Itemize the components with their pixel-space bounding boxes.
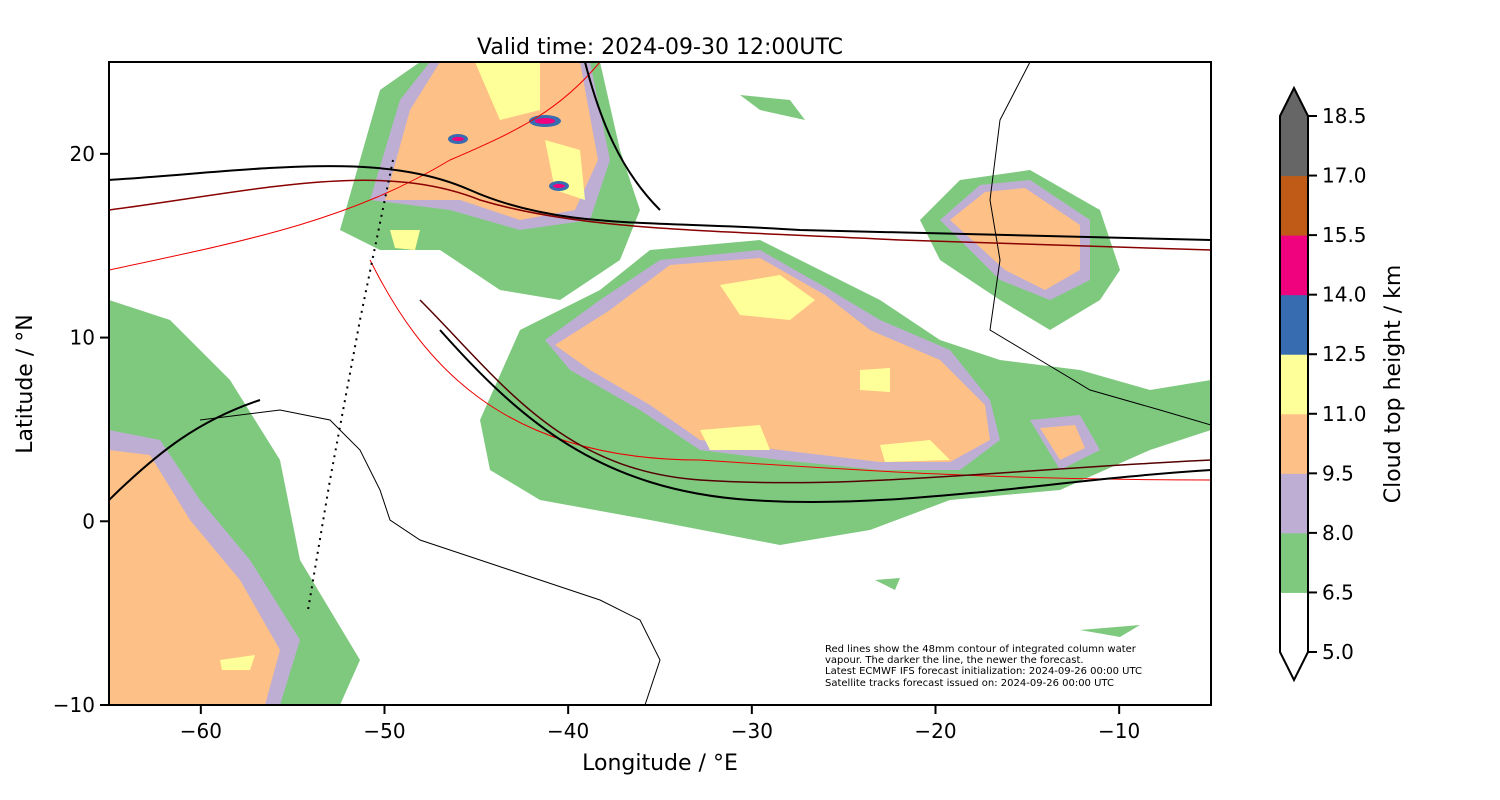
- x-tick-label: −40: [547, 719, 589, 743]
- colorbar-tick-label: 5.0: [1322, 640, 1354, 664]
- cloud-high-spots: [448, 115, 569, 191]
- colorbar-tick-label: 17.0: [1322, 164, 1367, 188]
- colorbar-segment-14-15.5: [1280, 235, 1308, 296]
- y-tick-label: 10: [70, 326, 95, 350]
- colorbar-segment-11-12.5: [1280, 354, 1308, 415]
- chart-title: Valid time: 2024-09-30 12:00UTC: [477, 35, 843, 60]
- colorbar-segment-9.5-11: [1280, 413, 1308, 474]
- cloud-field: [109, 62, 1211, 705]
- x-tick-label: −60: [180, 719, 222, 743]
- colorbar-tick-label: 15.5: [1322, 223, 1367, 247]
- colorbar-tick-label: 8.0: [1322, 521, 1354, 545]
- annotation-line: Latest ECMWF IFS forecast initialization…: [825, 666, 1142, 677]
- water-vapour-contours: [109, 62, 1211, 504]
- x-tick-label: −50: [363, 719, 405, 743]
- colorbar-tick-label: 9.5: [1322, 461, 1354, 485]
- satellite-track: [307, 159, 394, 611]
- y-axis: −10 0 10 20: [53, 142, 109, 717]
- x-axis-label: Longitude / °E: [582, 751, 738, 776]
- colorbar-segment-8-9.5: [1280, 473, 1308, 534]
- colorbar: 5.0 6.5 8.0 9.5 11.0 12.5 14.0 15.5 17.0 18.5: [1279, 85, 1367, 683]
- y-tick-label: 20: [70, 142, 95, 166]
- x-tick-label: −30: [731, 719, 773, 743]
- colorbar-tick-label: 18.5: [1322, 104, 1367, 128]
- colorbar-tick-label: 6.5: [1322, 580, 1354, 604]
- coastline-africa: [989, 62, 1211, 426]
- colorbar-segment-15.5-17: [1280, 175, 1308, 236]
- colorbar-extend-max: [1280, 88, 1308, 116]
- y-tick-label: −10: [53, 693, 95, 717]
- colorbar-tick-label: 11.0: [1322, 402, 1367, 426]
- colorbar-segment-12.5-14: [1280, 294, 1308, 355]
- annotation-line: Red lines show the 48mm contour of integ…: [825, 644, 1137, 655]
- coastline: [199, 409, 661, 705]
- colorbar-tick-label: 14.0: [1322, 283, 1367, 307]
- axes-frame: [108, 61, 1212, 706]
- colorbar-segment-6.5-8: [1280, 532, 1308, 593]
- annotation: Red lines show the 48mm contour of integ…: [825, 644, 1142, 689]
- x-tick-label: −20: [914, 719, 956, 743]
- cloud-9.5-11km: [109, 62, 1085, 705]
- x-tick-label: −10: [1098, 719, 1140, 743]
- annotation-line: Satellite tracks forecast issued on: 202…: [825, 678, 1114, 689]
- y-axis-label: Latitude / °N: [13, 314, 38, 453]
- colorbar-segment-5-6.5: [1280, 592, 1308, 653]
- annotation-line: vapour. The darker the line, the newer t…: [825, 655, 1084, 666]
- cloud-11-12.5km: [220, 62, 950, 670]
- colorbar-segment-17-18.5: [1280, 116, 1308, 177]
- colorbar-label: Cloud top height / km: [1381, 265, 1406, 504]
- x-axis: −60 −50 −40 −30 −20 −10: [180, 705, 1140, 743]
- colorbar-tick-label: 12.5: [1322, 342, 1367, 366]
- y-tick-label: 0: [82, 509, 95, 533]
